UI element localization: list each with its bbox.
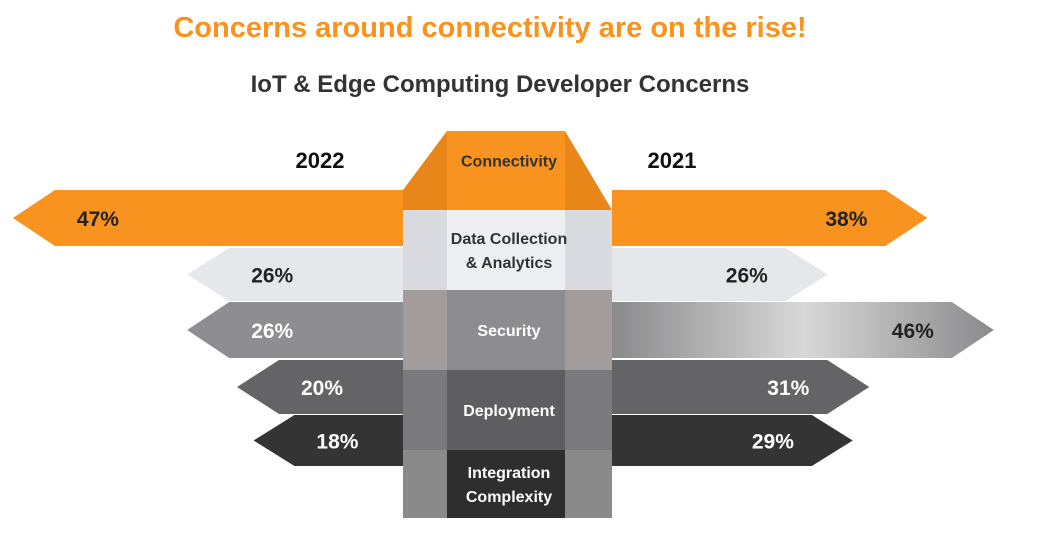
bar-2021-5: [612, 415, 853, 466]
bar-2022-1: [12, 190, 404, 246]
category-label-3: Security: [477, 323, 540, 340]
value-label-2021-5: 29%: [752, 431, 794, 454]
bar-2021-3: [612, 302, 994, 358]
bar-2021-2: [612, 248, 828, 301]
value-label-2022-3: 26%: [251, 320, 293, 343]
value-label-2021-4: 31%: [767, 377, 809, 400]
center-block-5: [447, 450, 565, 518]
headline: Concerns around connectivity are on the …: [173, 12, 807, 44]
category-label-1: Connectivity: [461, 154, 557, 171]
series-label-2022: 2022: [296, 148, 345, 173]
bar-2022-2: [187, 248, 403, 301]
category-label-4: Deployment: [463, 403, 555, 420]
center-side-left-4: [403, 370, 447, 450]
center-side-right-5: [565, 450, 612, 518]
category-label-5: Complexity: [466, 489, 552, 506]
center-side-right-1: [565, 131, 612, 210]
center-block-2: [447, 210, 565, 290]
bar-2022-4: [237, 360, 403, 414]
bar-2021-4: [612, 360, 870, 414]
category-label-5: Integration: [468, 465, 551, 482]
value-label-2022-2: 26%: [251, 265, 293, 288]
value-label-2021-3: 46%: [892, 320, 934, 343]
center-side-left-2: [403, 210, 447, 290]
value-label-2022-4: 20%: [301, 377, 343, 400]
center-block-4: [447, 370, 565, 450]
center-side-right-4: [565, 370, 612, 450]
value-label-2022-1: 47%: [77, 208, 119, 231]
center-side-right-3: [565, 290, 612, 370]
series-label-2021: 2021: [648, 148, 697, 173]
center-block-1: [447, 131, 565, 210]
bar-2022-3: [187, 302, 403, 358]
center-side-left-3: [403, 290, 447, 370]
value-label-2021-2: 26%: [726, 265, 768, 288]
bar-2021-1: [612, 190, 928, 246]
value-label-2022-5: 18%: [316, 431, 358, 454]
category-label-2: Data Collection: [451, 231, 567, 248]
chart-title: IoT & Edge Computing Developer Concerns: [250, 71, 750, 98]
bar-2022-5: [253, 415, 403, 466]
center-side-left-1: [403, 131, 447, 210]
center-side-right-2: [565, 210, 612, 290]
category-label-2: & Analytics: [466, 255, 553, 272]
value-label-2021-1: 38%: [825, 208, 867, 231]
center-side-left-5: [403, 450, 447, 518]
center-block-3: [447, 290, 565, 370]
